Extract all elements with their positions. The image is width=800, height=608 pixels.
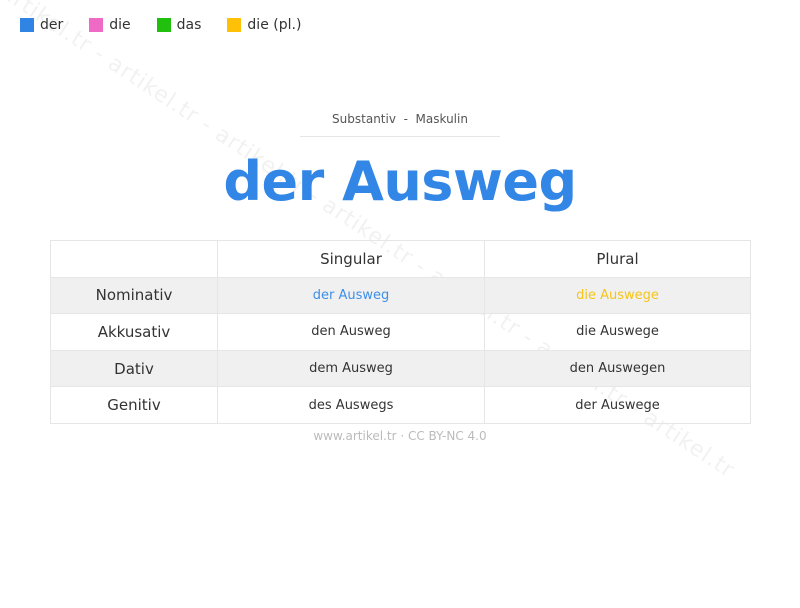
plural-cell: die Auswege [484,276,751,315]
color-swatch [156,18,171,32]
table-row: Akkusativ den Ausweg die Auswege [50,313,751,351]
plural-cell: den Auswegen [484,349,751,388]
footer-credit: www.artikel.tr · CC BY-NC 4.0 [313,429,487,443]
noun-title: der Ausweg [223,150,577,213]
case-label: Akkusativ [50,313,218,351]
legend-label: das [176,17,202,33]
legend-label: die [109,17,131,33]
table-row: Dativ dem Ausweg den Auswegen [50,349,751,388]
color-swatch [89,18,104,32]
header-singular: Singular [217,240,485,278]
legend-item-plural: die (pl.) [227,17,301,33]
legend-item-das: das [156,17,202,33]
header-plural: Plural [484,240,751,278]
singular-cell: des Auswegs [217,386,485,424]
case-label: Dativ [50,349,218,388]
word-type-subtitle: Substantiv - Maskulin [300,112,500,137]
plural-cell: die Auswege [484,313,751,351]
table-header-row: Singular Plural [50,240,751,278]
declension-table: Singular Plural Nominativ der Ausweg die… [50,240,751,424]
plural-cell: der Auswege [484,386,751,424]
singular-cell: den Ausweg [217,313,485,351]
case-label: Nominativ [50,276,218,315]
table-row: Genitiv des Auswegs der Auswege [50,386,751,424]
singular-cell: dem Ausweg [217,349,485,388]
case-label: Genitiv [50,386,218,424]
color-swatch [20,18,34,32]
table-row: Nominativ der Ausweg die Auswege [50,276,751,315]
gender-legend: der die das die (pl.) [20,17,327,33]
legend-label: die (pl.) [247,17,302,33]
legend-label: der [40,17,64,33]
legend-item-der: der [20,17,63,33]
color-swatch [227,18,242,32]
singular-cell: der Ausweg [217,276,485,315]
legend-item-die: die [89,17,131,33]
header-empty [50,240,218,278]
